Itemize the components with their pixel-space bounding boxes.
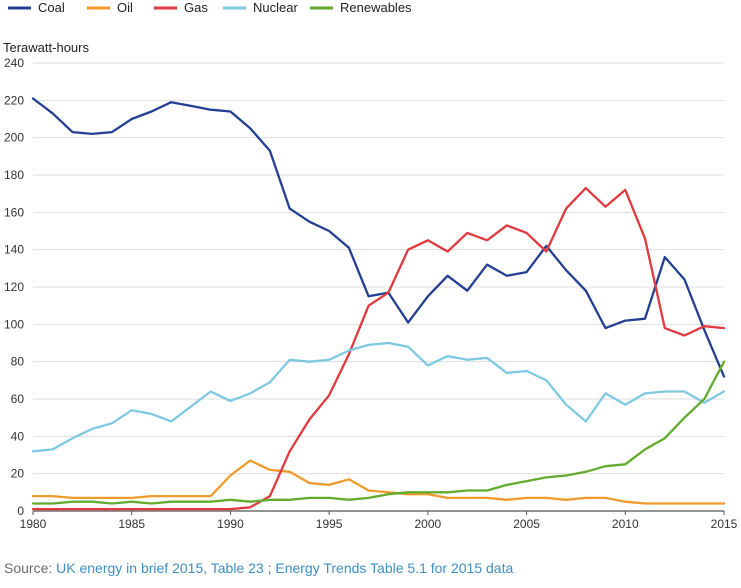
x-tick-label: 1980 <box>20 517 47 531</box>
y-tick-label: 200 <box>4 131 24 145</box>
legend-label-oil: Oil <box>117 0 133 15</box>
legend-label-gas: Gas <box>184 0 208 15</box>
y-tick-label: 180 <box>4 168 24 182</box>
legend-label-renewables: Renewables <box>340 0 412 15</box>
series-line-coal <box>31 97 726 378</box>
x-tick-label: 2005 <box>513 517 540 531</box>
line-chart: Coal Oil Gas Nuclear Renewables Terawatt-hou… <box>3 0 738 531</box>
y-tick-label: 160 <box>4 205 24 219</box>
y-tick-label: 100 <box>4 317 24 331</box>
x-tick-label: 2015 <box>711 517 738 531</box>
source-link-energy-in-brief[interactable]: UK energy in brief 2015, Table 23 <box>56 560 264 576</box>
series-lines <box>31 97 726 511</box>
source-separator: ; <box>263 560 276 576</box>
x-tick-label: 1990 <box>217 517 244 531</box>
series-line-renewables <box>31 360 726 505</box>
source-link-energy-trends[interactable]: Energy Trends Table 5.1 for 2015 data <box>275 560 514 576</box>
y-tick-label: 20 <box>11 467 25 481</box>
chart-legend: Coal Oil Gas Nuclear Renewables <box>8 0 412 15</box>
x-tick-label: 2010 <box>612 517 639 531</box>
y-tick-label: 40 <box>11 429 25 443</box>
legend-label-nuclear: Nuclear <box>253 0 298 15</box>
source-prefix: Source: <box>4 560 57 576</box>
source-note: Source: UK energy in brief 2015, Table 2… <box>4 560 513 576</box>
series-line-oil <box>31 459 726 505</box>
x-tick-label: 1985 <box>118 517 145 531</box>
y-tick-label: 0 <box>17 504 24 518</box>
y-tick-label: 60 <box>11 392 25 406</box>
grid-lines <box>33 62 724 512</box>
y-axis-label: Terawatt-hours <box>3 40 89 55</box>
y-tick-label: 140 <box>4 243 24 257</box>
series-line-gas <box>31 186 726 511</box>
series-line-nuclear <box>31 341 726 453</box>
legend-label-coal: Coal <box>38 0 65 15</box>
x-tick-label: 2000 <box>415 517 442 531</box>
y-axis-ticks: 0 20 40 60 80 100 120 140 160 180 200 220 240 <box>4 56 24 518</box>
x-axis-ticks: 1980 1985 1990 1995 2000 2005 2010 2015 <box>20 511 738 531</box>
y-tick-label: 220 <box>4 93 24 107</box>
y-tick-label: 120 <box>4 280 24 294</box>
x-tick-label: 1995 <box>316 517 343 531</box>
y-tick-label: 240 <box>4 56 24 70</box>
y-tick-label: 80 <box>11 355 25 369</box>
